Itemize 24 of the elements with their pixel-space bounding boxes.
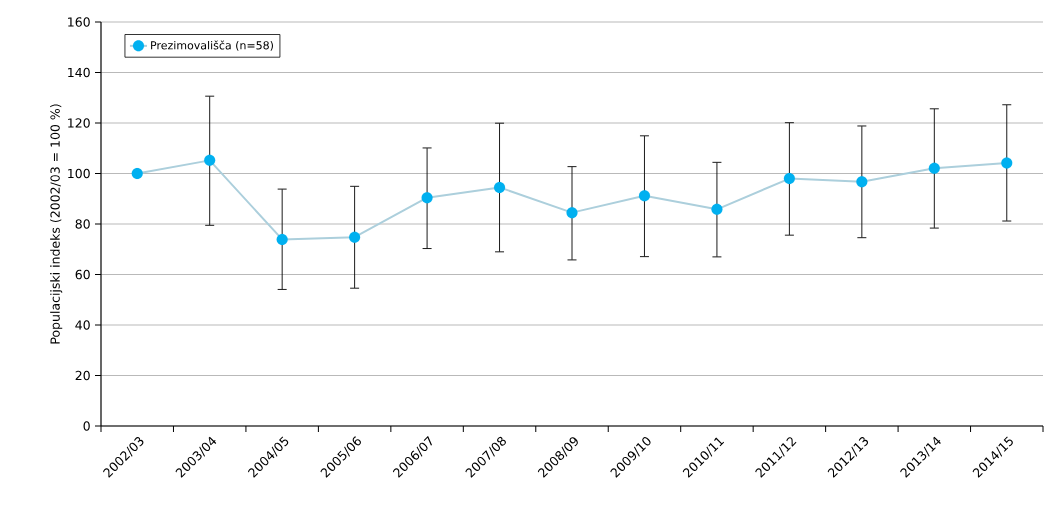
y-tick-label: 0 (83, 421, 90, 431)
point (1001, 157, 1013, 169)
point (856, 176, 868, 188)
point (638, 190, 651, 202)
point (131, 167, 143, 180)
point (493, 181, 506, 193)
point (928, 162, 940, 174)
point (711, 203, 723, 215)
y-tick-label: 20 (75, 370, 90, 381)
y-tick-label: 40 (75, 320, 90, 330)
legend-label: Prezimovališča (n=58) (151, 40, 273, 51)
y-tick-label: 60 (75, 269, 90, 280)
point (276, 233, 288, 245)
y-tick-label: 160 (68, 17, 90, 27)
point (349, 231, 361, 243)
y-tick-label: 100 (68, 168, 90, 179)
point (783, 172, 795, 185)
point (566, 207, 578, 219)
y-tick-label: 140 (68, 67, 90, 78)
y-tick-label: 80 (75, 219, 90, 229)
point (204, 154, 216, 166)
y-tick-label: 120 (68, 118, 90, 128)
point (421, 192, 433, 204)
y-axis-title: Populacijski indeks (2002/03 = 100 %) (50, 104, 63, 344)
